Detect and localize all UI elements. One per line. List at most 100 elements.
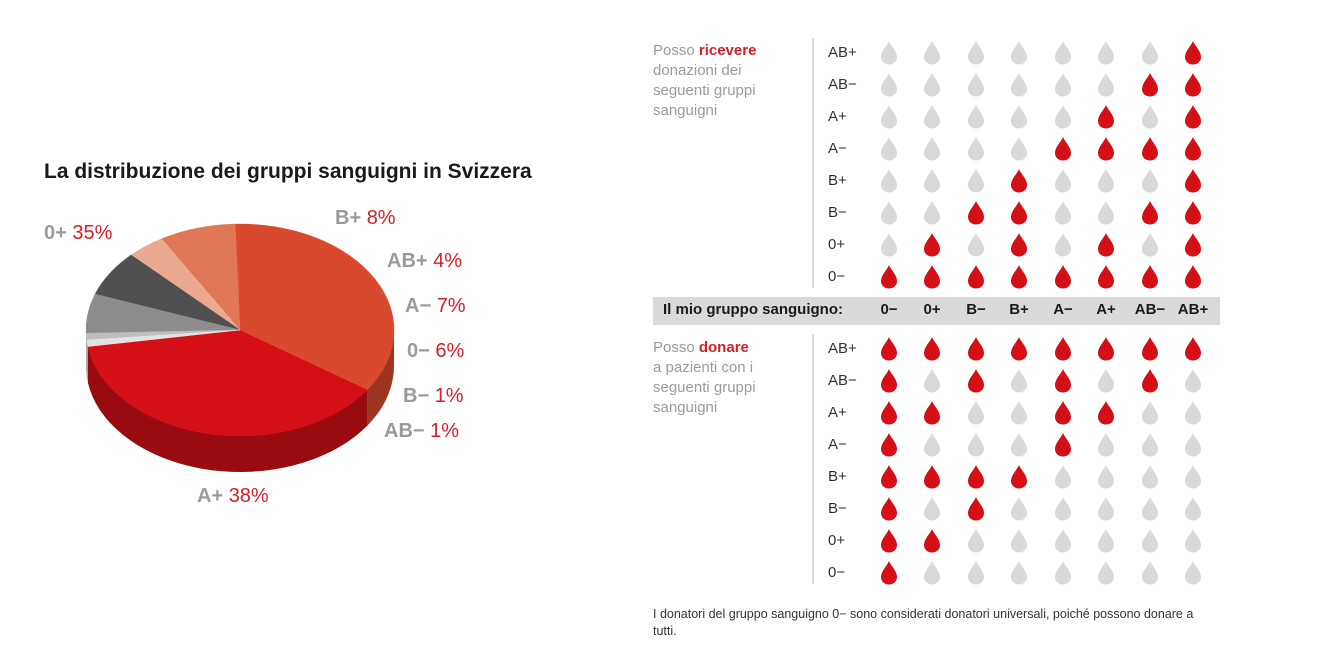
receive-drop-incompatible <box>924 201 940 225</box>
receive-drop-compatible <box>1142 137 1158 161</box>
receive-row-label: A+ <box>828 108 847 125</box>
donate-drop-compatible <box>881 369 897 393</box>
donate-drop-incompatible <box>1185 401 1201 425</box>
donate-drop-incompatible <box>968 529 984 553</box>
pie-label-name: A− <box>405 295 437 317</box>
pie-label-name: B− <box>403 385 435 407</box>
receive-drop-compatible <box>1185 233 1201 257</box>
donate-drop-incompatible <box>1185 529 1201 553</box>
receive-drop-compatible <box>1011 265 1027 289</box>
donate-drop-compatible <box>924 401 940 425</box>
donate-row-label: AB− <box>828 372 857 389</box>
donate-drop-compatible <box>1055 337 1071 361</box>
donate-drop-incompatible <box>924 369 940 393</box>
receive-drop-compatible <box>924 265 940 289</box>
receive-intro-line: seguenti gruppi <box>653 82 756 99</box>
receive-drop-incompatible <box>1055 169 1071 193</box>
pie-label-value: 1% <box>430 420 459 442</box>
pie-label-7: AB− 1% <box>384 420 459 442</box>
receive-drop-incompatible <box>968 105 984 129</box>
receive-drop-compatible <box>1055 265 1071 289</box>
donate-drop-compatible <box>924 337 940 361</box>
donate-drop-incompatible <box>1142 465 1158 489</box>
pie-label-name: 0+ <box>44 222 72 244</box>
receive-drop-compatible <box>1098 137 1114 161</box>
receive-row-label: 0+ <box>828 236 845 253</box>
donate-drop-incompatible <box>1011 401 1027 425</box>
receive-drop-compatible <box>1098 265 1114 289</box>
donate-drop-incompatible <box>1098 529 1114 553</box>
donate-drop-incompatible <box>1011 433 1027 457</box>
donate-drop-compatible <box>968 369 984 393</box>
donate-drop-incompatible <box>1011 561 1027 585</box>
receive-drop-compatible <box>1142 201 1158 225</box>
pie-side-0-0 <box>87 346 368 472</box>
receive-drop-compatible <box>1011 233 1027 257</box>
donate-drop-incompatible <box>1142 529 1158 553</box>
donate-drop-incompatible <box>1098 561 1114 585</box>
receive-drop-compatible <box>1185 201 1201 225</box>
donate-drop-compatible <box>881 337 897 361</box>
donate-intro: Posso donare <box>653 339 749 356</box>
donate-drop-incompatible <box>1011 369 1027 393</box>
donate-drop-incompatible <box>924 497 940 521</box>
chart-title: La distribuzione dei gruppi sanguigni in… <box>44 160 532 183</box>
receive-drop-incompatible <box>1011 105 1027 129</box>
pie-label-5: 0− 6% <box>407 340 464 362</box>
receive-drop-incompatible <box>924 137 940 161</box>
donate-drop-compatible <box>881 529 897 553</box>
receive-row-label: AB− <box>828 76 857 93</box>
receive-drop-incompatible <box>1098 73 1114 97</box>
receive-drop-incompatible <box>968 233 984 257</box>
donate-drop-incompatible <box>1055 465 1071 489</box>
receive-drop-incompatible <box>881 233 897 257</box>
receive-drop-incompatible <box>1011 137 1027 161</box>
receive-drop-compatible <box>1098 105 1114 129</box>
receive-drop-incompatible <box>1142 41 1158 65</box>
donate-drop-compatible <box>1185 337 1201 361</box>
receive-intro-emphasis: ricevere <box>699 42 757 59</box>
donate-drop-compatible <box>1142 337 1158 361</box>
donate-drop-compatible <box>1098 401 1114 425</box>
receive-row-label: B+ <box>828 172 847 189</box>
receive-drop-incompatible <box>1142 169 1158 193</box>
donate-drop-compatible <box>1142 369 1158 393</box>
receive-drop-incompatible <box>881 105 897 129</box>
column-header: B− <box>966 301 986 318</box>
receive-drop-incompatible <box>881 73 897 97</box>
receive-drop-compatible <box>1011 201 1027 225</box>
column-header: B+ <box>1009 301 1029 318</box>
donate-drop-compatible <box>1055 369 1071 393</box>
receive-drop-incompatible <box>1142 105 1158 129</box>
receive-drop-incompatible <box>1055 233 1071 257</box>
donate-drop-incompatible <box>1185 433 1201 457</box>
pie-label-value: 4% <box>433 250 462 272</box>
donate-drop-compatible <box>1055 401 1071 425</box>
donate-drop-compatible <box>968 337 984 361</box>
donate-drop-compatible <box>881 561 897 585</box>
receive-drop-incompatible <box>968 137 984 161</box>
pie-label-4: A− 7% <box>405 295 466 317</box>
donate-drop-compatible <box>1011 337 1027 361</box>
receive-drop-incompatible <box>1055 201 1071 225</box>
pie-label-value: 6% <box>435 340 464 362</box>
donate-drop-incompatible <box>1098 369 1114 393</box>
donate-drop-incompatible <box>1185 369 1201 393</box>
receive-intro: Posso ricevere <box>653 42 756 59</box>
donate-drop-incompatible <box>1185 561 1201 585</box>
receive-intro-line: sanguigni <box>653 102 717 119</box>
donate-drop-incompatible <box>968 433 984 457</box>
receive-drop-incompatible <box>1142 233 1158 257</box>
receive-row-label: AB+ <box>828 44 857 61</box>
donate-row-label: 0− <box>828 564 845 581</box>
donate-drop-incompatible <box>1011 529 1027 553</box>
donate-drop-incompatible <box>1142 401 1158 425</box>
pie-side-7-0 <box>86 340 88 383</box>
donate-row-label: B+ <box>828 468 847 485</box>
receive-drop-incompatible <box>1011 41 1027 65</box>
donate-drop-incompatible <box>1185 497 1201 521</box>
receive-drop-compatible <box>1098 233 1114 257</box>
receive-drop-compatible <box>1185 105 1201 129</box>
receive-drop-incompatible <box>881 169 897 193</box>
